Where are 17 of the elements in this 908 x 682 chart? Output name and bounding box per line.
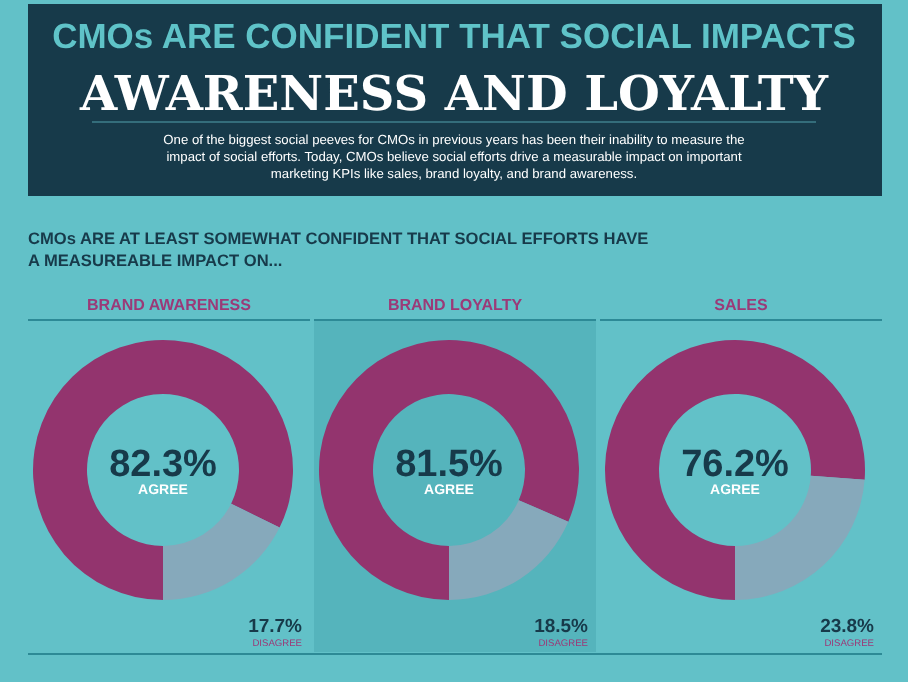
donut-slice (319, 340, 579, 600)
data-label: 76.2% (681, 444, 790, 486)
text: CMOs ARE CONFIDENT THAT SOCIAL IMPACTS (52, 16, 856, 56)
text: AWARENESS AND LOYALTY (77, 64, 830, 122)
text: CMOs ARE AT LEAST SOMEWHAT CONFIDENT THAT SOCIAL EFFORTS HAVE A MEASUREABLE IMPACT ON... (28, 228, 650, 270)
donut-slice (449, 500, 569, 600)
data-label: 82.3% (109, 444, 218, 486)
chart-title: BRAND AWARENESS (87, 296, 253, 314)
donut-slice (33, 340, 293, 600)
data-label: 23.8% (820, 616, 876, 638)
chart-title: SALES (714, 296, 769, 314)
donut-slice (605, 340, 865, 600)
data-label: 81.5% (395, 444, 504, 486)
donut-slice (163, 503, 280, 600)
chart-title: BRAND LOYALTY (387, 296, 524, 314)
data-label: 17.7% (248, 616, 304, 638)
data-label: 18.5% (534, 616, 590, 638)
